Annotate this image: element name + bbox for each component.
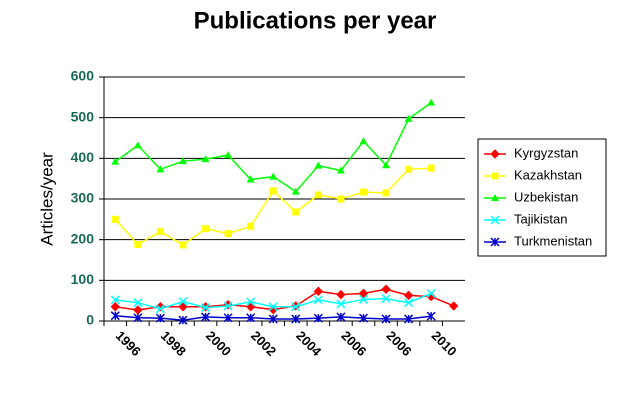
data-point <box>133 313 143 323</box>
data-point <box>427 164 435 172</box>
legend-marker <box>490 149 500 159</box>
data-point <box>223 301 233 311</box>
data-point <box>314 191 322 199</box>
data-point <box>359 137 368 145</box>
data-point <box>201 312 211 322</box>
data-point <box>405 165 413 173</box>
x-tick-label: 2002 <box>248 328 279 359</box>
data-point <box>382 161 391 169</box>
legend-label: Uzbekistan <box>514 189 578 204</box>
data-point <box>178 302 188 312</box>
data-point <box>404 298 414 308</box>
data-point <box>178 157 187 165</box>
legend-marker <box>490 237 500 247</box>
data-point <box>133 141 142 149</box>
data-point <box>223 313 233 323</box>
y-tick-label: 100 <box>71 271 95 287</box>
data-point <box>224 151 233 159</box>
data-point <box>313 286 324 297</box>
data-point <box>110 302 120 312</box>
data-point <box>336 312 346 322</box>
data-point <box>358 313 368 323</box>
legend-label: Kazakhstan <box>514 167 582 182</box>
legend-marker <box>491 194 499 201</box>
data-point <box>178 296 188 307</box>
data-point <box>314 161 323 169</box>
data-point <box>291 302 301 312</box>
data-point <box>403 290 414 301</box>
data-point <box>381 294 391 304</box>
legend-marker <box>491 172 499 180</box>
data-point <box>337 195 345 203</box>
data-point <box>336 289 346 300</box>
legend-label: Turkmenistan <box>514 233 592 248</box>
data-point <box>111 215 119 223</box>
data-point <box>110 311 120 321</box>
data-point <box>247 222 255 230</box>
data-point <box>313 313 323 323</box>
data-point <box>134 241 142 249</box>
data-point <box>133 305 143 315</box>
data-point <box>156 228 164 236</box>
data-point <box>381 284 391 294</box>
y-tick-label: 300 <box>71 190 95 206</box>
data-point <box>404 314 414 324</box>
data-point <box>426 311 436 321</box>
data-point <box>359 188 367 196</box>
data-point <box>110 295 120 305</box>
data-point <box>201 303 211 313</box>
data-point <box>269 187 277 195</box>
y-axis-label: Articles/year <box>37 152 56 246</box>
x-tick-label: 1998 <box>158 328 189 359</box>
data-point <box>246 297 256 307</box>
data-point <box>268 304 278 315</box>
data-point <box>449 301 459 311</box>
x-tick-label: 2006 <box>338 328 369 359</box>
data-point <box>426 288 436 298</box>
data-point <box>111 157 120 165</box>
data-point <box>224 230 232 238</box>
data-point <box>292 208 300 216</box>
data-point <box>358 294 368 304</box>
data-point <box>156 165 165 173</box>
data-point <box>382 189 390 197</box>
data-point <box>201 155 210 163</box>
data-point <box>269 172 278 180</box>
x-tick-label: 2010 <box>429 328 460 359</box>
data-point <box>268 302 278 312</box>
data-point <box>427 98 436 106</box>
x-tick-label: 2000 <box>203 328 234 359</box>
data-point <box>358 288 369 299</box>
series-line <box>115 288 455 311</box>
chart-title: Publications per year <box>194 7 437 34</box>
data-point <box>179 241 187 249</box>
data-point <box>404 114 413 122</box>
data-point <box>313 295 323 305</box>
legend-label: Tajikistan <box>514 211 567 226</box>
data-point <box>336 166 345 174</box>
y-tick-label: 0 <box>86 312 94 328</box>
data-point <box>291 187 300 195</box>
x-tick-label: 2004 <box>293 328 325 360</box>
legend-marker <box>490 215 500 225</box>
data-point <box>268 314 278 324</box>
data-point <box>381 314 391 324</box>
data-point <box>178 315 188 325</box>
data-point <box>291 314 301 324</box>
data-point <box>133 298 143 308</box>
x-tick-label: 2006 <box>383 328 414 359</box>
data-point <box>336 299 346 309</box>
y-tick-label: 200 <box>71 230 95 246</box>
data-point <box>155 304 165 314</box>
y-tick-label: 500 <box>71 108 95 124</box>
data-point <box>202 225 210 233</box>
y-tick-label: 600 <box>71 68 95 84</box>
y-tick-label: 400 <box>71 149 95 165</box>
data-point <box>155 313 165 323</box>
data-point <box>246 313 256 323</box>
x-tick-label: 1996 <box>113 328 144 359</box>
legend-label: Kyrgyzstan <box>514 145 578 160</box>
data-point <box>246 175 255 183</box>
